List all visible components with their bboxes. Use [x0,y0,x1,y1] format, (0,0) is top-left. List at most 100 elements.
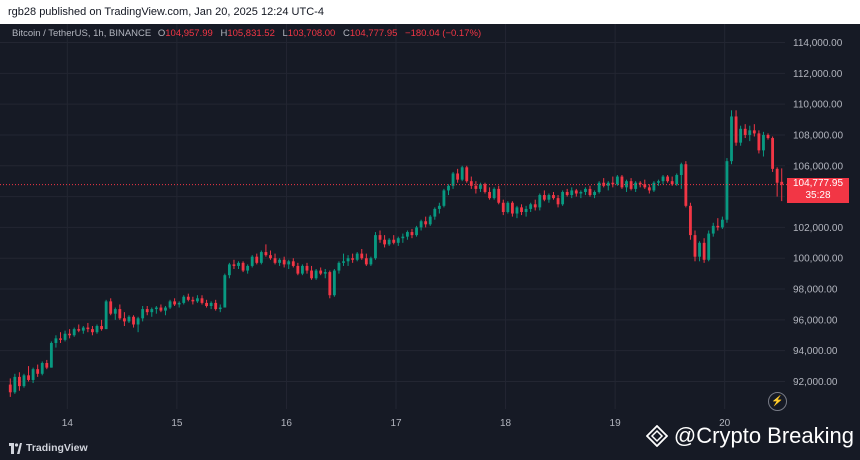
candle-body [383,239,387,245]
candle [218,304,222,313]
candle-body [173,301,177,305]
flash-icon[interactable]: ⚡ [768,392,787,411]
candle [570,187,574,199]
candle [451,171,455,189]
candle [542,190,546,202]
candle-body [360,253,364,259]
candle [250,255,254,268]
price-tick-label: 100,000.00 [793,254,843,265]
candle [154,305,158,314]
candle [762,131,765,157]
candle-body [177,302,181,305]
candles [8,110,784,397]
candle [241,261,245,273]
candle-body [419,221,423,228]
candle-body [337,262,341,271]
candle [606,181,610,191]
candle [538,193,542,211]
candle [392,235,396,245]
candle [168,299,172,310]
candle-body [679,164,683,176]
candle-body [588,188,592,196]
chart-panel[interactable]: 92,000.00 94,000.00 96,000.00 98,000.00 100,… [0,24,860,433]
price-tick-label: 98,000.00 [793,285,838,296]
candle [54,335,58,348]
candle [237,261,240,270]
candle-body [657,181,660,183]
candle [647,184,651,194]
candle-body [433,208,437,217]
candle [246,264,250,274]
candle-body [296,265,300,274]
candle [205,299,208,308]
time-axis[interactable]: 14 15 16 17 18 19 20 [62,418,731,429]
candle-body [154,307,158,310]
candle [510,201,514,217]
candle-body [17,376,21,387]
candle-body [396,238,400,243]
candle-body [615,176,619,185]
candle-body [49,342,53,368]
publish-line: rgb28 published on TradingView.com, Jan … [8,6,324,18]
candle-body [492,188,496,199]
candle-body [506,202,510,212]
candle-body [378,235,382,240]
candle-body [720,219,724,228]
price-tick-label: 92,000.00 [793,377,838,388]
candle-body [63,333,67,340]
candle-body [606,182,610,186]
candle-body [533,204,537,208]
candle-body [556,198,560,205]
price-axis[interactable]: 92,000.00 94,000.00 96,000.00 98,000.00 100,… [793,38,843,388]
candle [13,373,17,394]
candle [752,124,756,137]
candle-body [766,134,770,139]
candle [520,204,523,216]
tradingview-logo[interactable]: TradingView [9,441,88,455]
candle [602,178,606,188]
candle-body [282,259,286,265]
candle-body [634,182,638,189]
candle [314,269,318,280]
candle [556,195,560,208]
candle [401,233,405,243]
candle-body [237,262,240,266]
candlestick-chart[interactable]: 92,000.00 94,000.00 96,000.00 98,000.00 100,… [0,24,860,433]
footer-bar: TradingView @Crypto Breaking [0,423,860,460]
candle-body [775,168,779,183]
candle-body [104,301,108,330]
candle-body [232,264,236,266]
candle [223,273,227,308]
candle [748,125,752,142]
candle [72,327,76,337]
candle-body [250,256,254,266]
candle [17,372,21,391]
candle-body [529,204,533,209]
legend-change: −180.04 (−0.17%) [405,28,482,39]
candle [68,329,72,339]
grid-lines [0,24,785,409]
candle-body [122,318,126,322]
candle [81,326,85,334]
candle [529,202,533,212]
candle-body [620,176,624,188]
candle-body [643,184,647,188]
candle [191,296,195,305]
candle-body [100,326,103,330]
candle [164,305,167,316]
candle [177,301,181,308]
candle-body [561,191,565,205]
candle-body [666,176,670,182]
candle [584,187,587,196]
candle [574,188,578,197]
candle-body [364,258,368,265]
candle [433,207,437,220]
candle-body [45,363,49,368]
candle-body [730,116,733,162]
candle-body [762,134,765,151]
bar-countdown: 35:28 [805,190,831,202]
candle [588,185,592,197]
candle-body [118,309,122,319]
candle [424,216,428,228]
candle [337,261,341,274]
